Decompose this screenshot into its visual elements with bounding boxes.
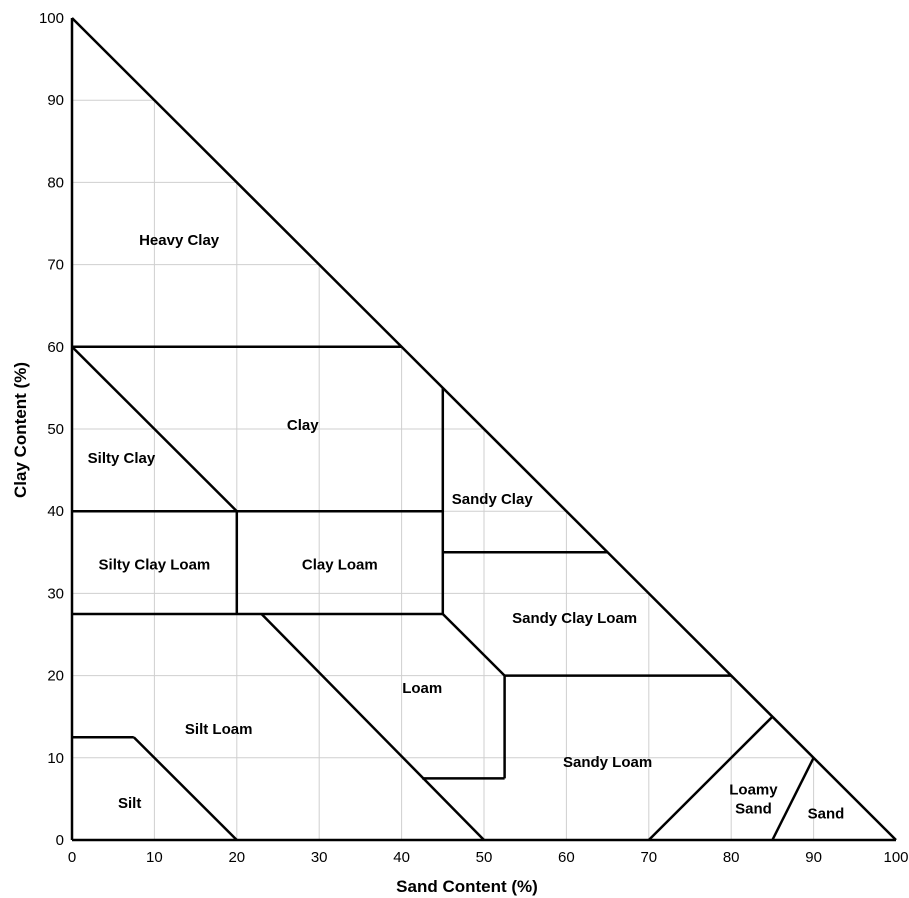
- x-tick-label: 60: [558, 849, 575, 866]
- region-label-line: Clay Loam: [302, 557, 378, 574]
- region-label-line: Silt: [118, 795, 141, 812]
- x-axis-title: Sand Content (%): [396, 877, 538, 896]
- y-tick-label: 50: [47, 421, 64, 438]
- x-tick-label: 10: [146, 849, 163, 866]
- y-tick-label: 10: [47, 750, 64, 767]
- region-label-line: Sand: [735, 800, 772, 817]
- region-label-sandy-loam: Sandy Loam: [563, 754, 652, 771]
- region-label-silty-clay: Silty Clay: [88, 450, 156, 467]
- region-label-sand: Sand: [808, 806, 845, 823]
- region-label-line: Loamy: [729, 781, 778, 798]
- tick-layer: 0 10 20 30 40 50 60 70 80 90 100 0 10 20 30 40 50 60 70 80 9…: [39, 10, 909, 866]
- region-label-loamy-sand: Loamy Sand: [729, 781, 778, 817]
- x-tick-label: 80: [723, 849, 740, 866]
- class-boundary-line: [71, 345, 238, 513]
- y-tick-label: 30: [47, 585, 64, 602]
- y-tick-label: 100: [39, 10, 64, 27]
- region-label-line: Sand: [808, 806, 845, 823]
- x-tick-label: 30: [311, 849, 328, 866]
- region-label-clay-loam: Clay Loam: [302, 557, 378, 574]
- label-layer: Heavy Clay Clay Silty Clay Sandy Clay Silty …: [88, 232, 845, 823]
- region-label-silt-loam: Silt Loam: [185, 721, 253, 738]
- x-tick-label: 70: [640, 849, 657, 866]
- region-label-silt: Silt: [118, 795, 141, 812]
- y-tick-label: 70: [47, 257, 64, 274]
- y-tick-label: 40: [47, 503, 64, 520]
- region-label-line: Heavy Clay: [139, 232, 220, 249]
- y-tick-label: 60: [47, 339, 64, 356]
- x-tick-label: 90: [805, 849, 822, 866]
- y-axis-title: Clay Content (%): [11, 362, 30, 498]
- region-label-sandy-clay-loam: Sandy Clay Loam: [512, 610, 637, 627]
- region-label-line: Sandy Clay: [452, 491, 534, 508]
- class-boundary-line: [647, 715, 774, 841]
- region-label-line: Sandy Clay Loam: [512, 610, 637, 627]
- hypotenuse-line: [71, 17, 897, 841]
- region-label-line: Loam: [402, 680, 442, 697]
- x-tick-label: 50: [476, 849, 493, 866]
- region-label-line: Silty Clay Loam: [99, 557, 211, 574]
- x-tick-label: 100: [883, 849, 908, 866]
- axis-layer: [70, 17, 897, 842]
- class-boundary-line: [260, 613, 485, 841]
- region-label-loam: Loam: [402, 680, 442, 697]
- y-tick-label: 90: [47, 92, 64, 109]
- region-label-line: Silty Clay: [88, 450, 156, 467]
- region-label-clay: Clay: [287, 417, 319, 434]
- x-tick-label: 0: [68, 849, 76, 866]
- class-boundary-line: [771, 757, 815, 841]
- boundary-layer: [71, 345, 815, 841]
- y-tick-label: 20: [47, 668, 64, 685]
- class-boundary-line: [132, 736, 238, 841]
- y-tick-label: 80: [47, 174, 64, 191]
- region-label-line: Sandy Loam: [563, 754, 652, 771]
- region-label-silty-clay-loam: Silty Clay Loam: [99, 557, 211, 574]
- region-label-sandy-clay: Sandy Clay: [452, 491, 534, 508]
- region-label-line: Silt Loam: [185, 721, 253, 738]
- region-label-line: Clay: [287, 417, 319, 434]
- region-label-heavy-clay: Heavy Clay: [139, 232, 220, 249]
- x-tick-label: 20: [228, 849, 245, 866]
- x-tick-label: 40: [393, 849, 410, 866]
- class-boundary-line: [441, 613, 506, 677]
- y-tick-label: 0: [56, 832, 64, 849]
